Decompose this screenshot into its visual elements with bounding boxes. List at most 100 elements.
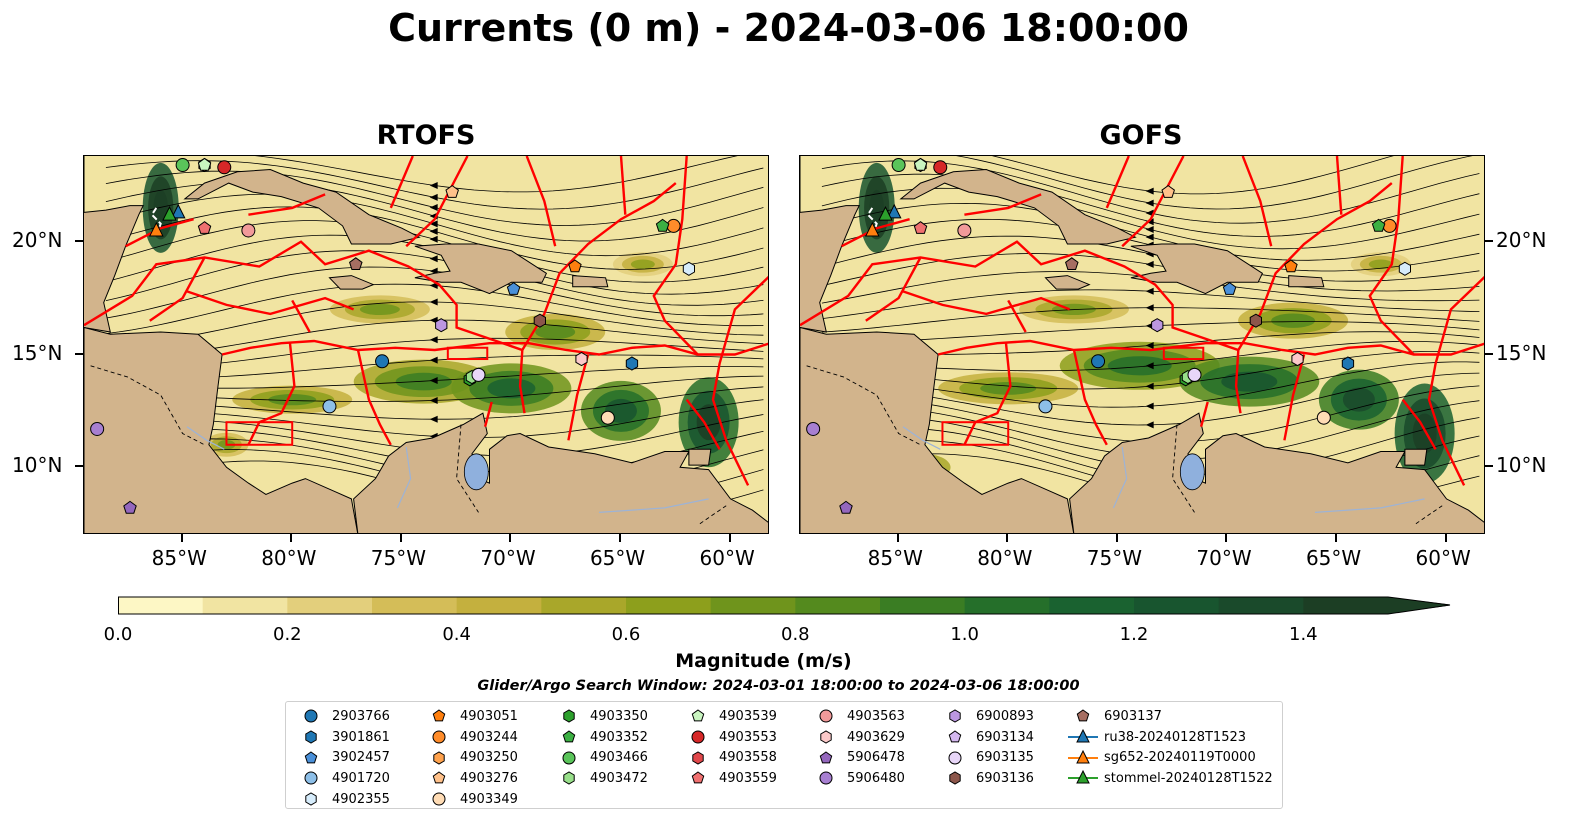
legend-marker [820, 730, 832, 744]
legend-marker [819, 751, 833, 764]
platform-marker-4903244 [666, 218, 681, 233]
legend-marker [305, 730, 317, 744]
legend-marker [948, 730, 962, 743]
legend-marker-icon [691, 709, 705, 722]
legend-item: 4903563 [811, 706, 905, 727]
platform-marker-4903466 [891, 158, 906, 173]
platform-marker-ru38-20240128T1523 [170, 203, 186, 219]
colorbar-tick-label: 0.4 [442, 624, 471, 645]
colorbar-segment [1218, 597, 1304, 614]
lon-tick-mark [1006, 534, 1009, 542]
map-panel-gofs[interactable] [799, 155, 1485, 534]
land-polygon [688, 448, 712, 466]
legend-item: 4903553 [683, 727, 777, 748]
colorbar-segment [964, 597, 1050, 614]
platform-marker-4901720 [322, 399, 337, 414]
legend-marker [691, 771, 705, 784]
platform-marker-4903244 [1382, 218, 1397, 233]
platform-marker-4903349 [1316, 410, 1331, 425]
map-canvas [84, 156, 768, 533]
legend-item: 4901720 [296, 768, 390, 789]
legend-marker [305, 792, 317, 806]
legend-marker [563, 771, 575, 786]
legend-label: 4903276 [460, 770, 518, 786]
lon-label: 75°W [1086, 546, 1143, 570]
colorbar-tick-label: 0.8 [781, 624, 810, 645]
land-polygon [800, 326, 1075, 533]
lat-label-left: 10°N [12, 453, 63, 478]
map-panel-rtofs[interactable] [83, 155, 769, 534]
land-polygon [183, 168, 421, 245]
platform-marker-sg652-20240119T0000 [149, 221, 164, 237]
legend-label: 4903352 [590, 729, 648, 745]
platform-marker-stommel-20240128T1522 [878, 206, 893, 221]
legend-item: 6903135 [940, 747, 1034, 768]
legend-item: 4903276 [424, 768, 518, 789]
platform-marker-4903051 [568, 259, 582, 273]
platform-marker-6903136 [1249, 313, 1262, 328]
platform-marker-6903135 [1187, 367, 1202, 382]
legend-marker [1076, 749, 1090, 764]
platform-marker-4902355 [1398, 261, 1411, 276]
platform-marker-5906478 [839, 500, 853, 514]
lon-tick-mark [399, 534, 402, 542]
legend-marker [562, 751, 576, 765]
land-polygon [1288, 275, 1325, 288]
legend-item: 4903466 [554, 747, 648, 768]
platform-marker-3902457 [1222, 281, 1237, 295]
legend-marker-icon [820, 730, 832, 744]
legend-marker-icon [562, 751, 576, 765]
platform-marker-5906478 [123, 500, 137, 514]
platform-markers [90, 157, 695, 514]
platform-marker-4903051 [1284, 259, 1298, 273]
legend-label: 4903349 [460, 791, 518, 807]
legend-label: 6903135 [976, 750, 1034, 766]
platform-marker-4903539 [913, 157, 928, 171]
lat-label-right: 20°N [1496, 227, 1547, 252]
land-polygon [800, 156, 860, 533]
legend-label: 6903137 [1104, 708, 1162, 724]
legend-label: 4903250 [460, 750, 518, 766]
legend-item: 4903352 [554, 727, 648, 748]
lat-tick-mark [75, 465, 83, 468]
legend-label: 6903136 [976, 770, 1034, 786]
legend-label: 6900893 [976, 708, 1034, 724]
legend-marker [691, 730, 705, 744]
legend-marker [692, 751, 704, 765]
legend-marker-icon [1068, 770, 1098, 784]
legend-marker [304, 751, 318, 764]
platform-marker-4903276 [445, 184, 459, 198]
platform-marker-ru38-20240128T1523 [886, 203, 902, 219]
land-polygon [414, 243, 548, 295]
platform-marker-4902355 [682, 261, 695, 276]
platform-marker-4903276 [1161, 184, 1175, 198]
lon-tick-mark [1334, 534, 1337, 542]
legend-marker-icon [949, 709, 961, 723]
colorbar-segment [795, 597, 881, 614]
legend-marker [563, 709, 575, 723]
platform-marker-4903629 [575, 351, 588, 367]
eez-boundaries [84, 156, 768, 486]
platform-marker-4903352 [655, 218, 670, 232]
lat-label-right: 15°N [1496, 340, 1547, 365]
lon-tick-mark [1225, 534, 1228, 542]
platform-marker-2903766 [375, 354, 390, 369]
legend-label: 3901861 [332, 729, 390, 745]
lon-label: 80°W [977, 546, 1033, 570]
colorbar-tick-label: 0.0 [103, 624, 133, 645]
platform-marker-4903629 [1291, 351, 1304, 367]
legend-marker-icon [948, 751, 962, 765]
legend-label: 6903134 [976, 729, 1034, 745]
lon-tick-mark [728, 534, 731, 542]
legend-item: sg652-20240119T0000 [1068, 747, 1256, 768]
legend-marker-icon [563, 771, 575, 786]
colorbar-outline [118, 596, 1451, 615]
platform-marker-4903559 [913, 221, 928, 234]
platform-marker-6900893 [435, 318, 448, 333]
platform-marker-4903352 [1371, 218, 1386, 232]
legend-marker-icon [819, 751, 833, 764]
land-polygon [572, 275, 609, 288]
legend-marker-icon [562, 730, 576, 743]
legend-item: 3902457 [296, 747, 390, 768]
platform-marker-4903466 [175, 158, 190, 173]
